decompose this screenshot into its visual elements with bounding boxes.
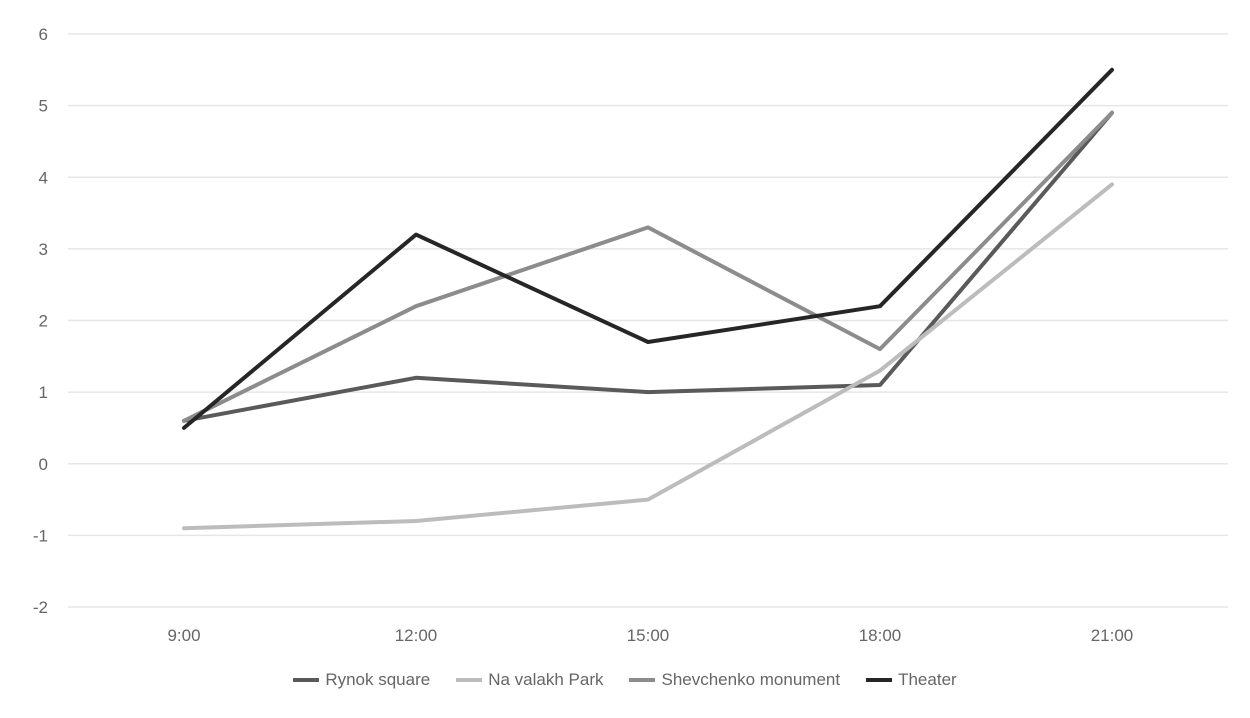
legend-swatch-theater xyxy=(866,678,892,682)
grid xyxy=(68,34,1228,607)
series-line-shevchenko-monument xyxy=(184,113,1112,421)
x-tick-label: 18:00 xyxy=(859,626,902,645)
x-tick-label: 15:00 xyxy=(627,626,670,645)
y-tick-label: -2 xyxy=(33,598,48,617)
legend-label-na-valakh-park: Na valakh Park xyxy=(488,670,603,690)
x-axis-ticks: 9:00 12:00 15:00 18:00 21:00 xyxy=(167,626,1133,645)
legend-item-shevchenko-monument: Shevchenko monument xyxy=(629,670,840,690)
legend-label-rynok-square: Rynok square xyxy=(325,670,430,690)
y-tick-label: 1 xyxy=(39,383,48,402)
y-tick-label: 2 xyxy=(39,312,48,331)
y-tick-label: 5 xyxy=(39,97,48,116)
series-line-na-valakh-park xyxy=(184,184,1112,528)
legend-item-na-valakh-park: Na valakh Park xyxy=(456,670,603,690)
series-lines xyxy=(184,70,1112,528)
y-tick-label: 4 xyxy=(39,168,48,187)
x-tick-label: 9:00 xyxy=(167,626,200,645)
legend-item-rynok-square: Rynok square xyxy=(293,670,430,690)
legend: Rynok square Na valakh Park Shevchenko m… xyxy=(0,670,1250,690)
x-tick-label: 12:00 xyxy=(395,626,438,645)
legend-swatch-na-valakh-park xyxy=(456,678,482,682)
y-tick-label: 6 xyxy=(39,25,48,44)
legend-label-shevchenko-monument: Shevchenko monument xyxy=(661,670,840,690)
x-tick-label: 21:00 xyxy=(1091,626,1134,645)
y-axis-ticks: -2 -1 0 1 2 3 4 5 6 xyxy=(33,25,48,617)
legend-item-theater: Theater xyxy=(866,670,957,690)
legend-swatch-shevchenko-monument xyxy=(629,678,655,682)
y-tick-label: 0 xyxy=(39,455,48,474)
legend-swatch-rynok-square xyxy=(293,678,319,682)
y-tick-label: 3 xyxy=(39,240,48,259)
legend-label-theater: Theater xyxy=(898,670,957,690)
series-line-rynok-square xyxy=(184,113,1112,421)
y-tick-label: -1 xyxy=(33,526,48,545)
